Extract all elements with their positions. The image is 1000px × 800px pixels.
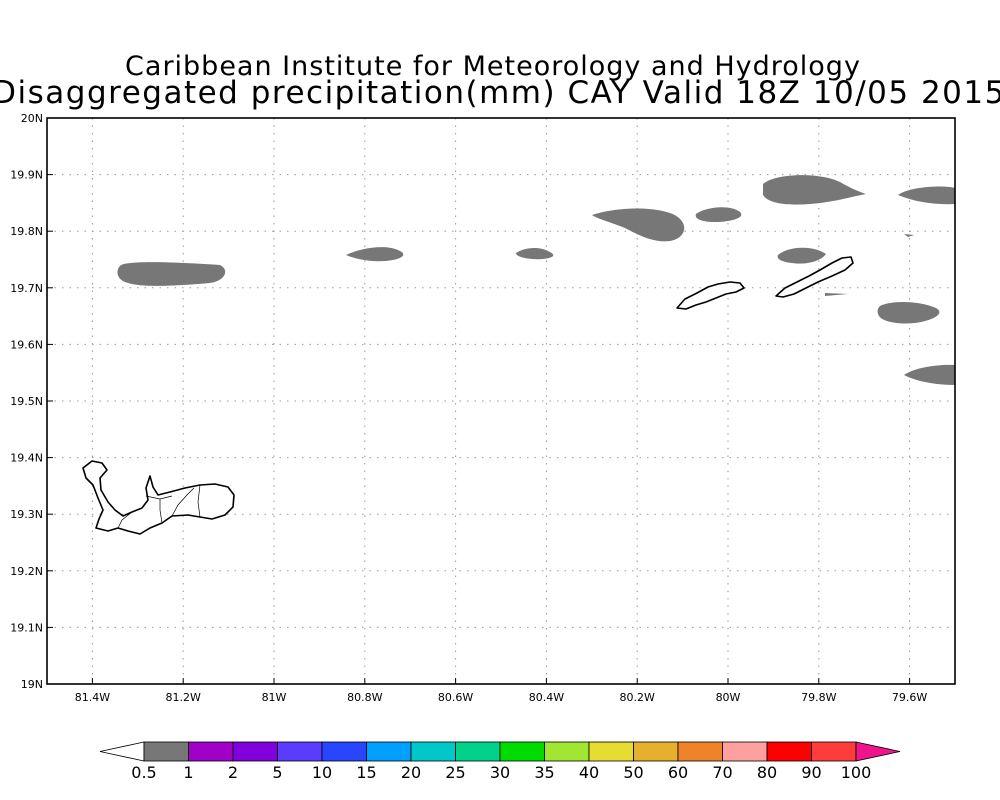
- precip-patch: [777, 247, 826, 264]
- grand-cayman-district-line: [117, 484, 201, 529]
- x-tick-label: 79.8W: [801, 691, 836, 704]
- x-tick-label: 80.4W: [529, 691, 564, 704]
- colorbar-high-tip: [855, 741, 901, 762]
- precip-patch: [904, 364, 955, 385]
- colorbar-label: 0.5: [131, 763, 156, 782]
- y-tick-label: 19.7N: [10, 282, 43, 295]
- colorbar-label: 2: [228, 763, 238, 782]
- x-tick-label: 81W: [262, 691, 287, 704]
- precip-patch: [695, 207, 742, 222]
- colorbar-box: [366, 741, 412, 762]
- colorbar-label: 35: [534, 763, 554, 782]
- precip-patch: [825, 293, 848, 296]
- colorbar-box: [410, 741, 456, 762]
- colorbar-box: [277, 741, 323, 762]
- x-tick-label: 81.4W: [75, 691, 110, 704]
- y-tick-label: 19.9N: [10, 169, 43, 182]
- precip-patch: [898, 186, 955, 205]
- colorbar-box: [232, 741, 278, 762]
- colorbar-label: 80: [757, 763, 777, 782]
- colorbar-box: [722, 741, 768, 762]
- colorbar-box: [811, 741, 857, 762]
- precip-patch: [904, 234, 914, 237]
- cayman-brac-island: [775, 256, 854, 298]
- y-tick-label: 20N: [21, 112, 43, 125]
- y-tick-label: 19.2N: [10, 565, 43, 578]
- colorbar-label: 20: [401, 763, 421, 782]
- colorbar-label: 50: [623, 763, 643, 782]
- colorbar-label: 25: [445, 763, 465, 782]
- precip-patch: [346, 247, 404, 262]
- x-tick-label: 80.6W: [438, 691, 473, 704]
- colorbar-label: 90: [801, 763, 821, 782]
- colorbar-box: [677, 741, 723, 762]
- y-tick-label: 19.8N: [10, 225, 43, 238]
- longitude-tick-labels: 81.4W 81.2W 81W 80.8W 80.6W 80.4W 80.2W 80W 79.8…: [75, 691, 928, 704]
- grand-cayman-island: [82, 460, 235, 535]
- map-frame: [46, 117, 956, 685]
- colorbar-label: 15: [356, 763, 376, 782]
- precip-patch: [117, 262, 226, 286]
- precip-patch: [877, 302, 940, 324]
- colorbar-box: [588, 741, 634, 762]
- little-cayman-island: [676, 281, 745, 310]
- colorbar-box: [633, 741, 679, 762]
- y-tick-label: 19N: [21, 678, 43, 691]
- precip-patch: [592, 208, 685, 242]
- colorbar-box: [188, 741, 234, 762]
- y-tick-label: 19.3N: [10, 508, 43, 521]
- cayman-islands-coastlines: [82, 256, 854, 535]
- colorbar-box: [499, 741, 545, 762]
- colorbar-label: 30: [490, 763, 510, 782]
- colorbar-box: [455, 741, 501, 762]
- colorbar-box: [143, 741, 189, 762]
- y-tick-label: 19.1N: [10, 621, 43, 634]
- colorbar-label: 1: [183, 763, 193, 782]
- y-tick-label: 19.6N: [10, 338, 43, 351]
- precip-patch: [763, 175, 866, 205]
- latitude-tick-labels: 19N 19.1N 19.2N 19.3N 19.4N 19.5N 19.6N 19.7N 19…: [10, 112, 43, 691]
- colorbar-label: 40: [579, 763, 599, 782]
- colorbar-low-tip: [99, 741, 145, 762]
- y-tick-label: 19.4N: [10, 452, 43, 465]
- colorbar-box: [321, 741, 367, 762]
- colorbar-label: 5: [272, 763, 282, 782]
- colorbar-box: [766, 741, 812, 762]
- x-tick-label: 79.6W: [892, 691, 927, 704]
- x-tick-label: 81.2W: [166, 691, 201, 704]
- colorbar: [99, 741, 901, 762]
- x-tick-label: 80.8W: [347, 691, 382, 704]
- colorbar-label: 70: [712, 763, 732, 782]
- title-line-1: Caribbean Institute for Meteorology and …: [125, 51, 861, 82]
- colorbar-labels: 0.5 1 2 5 10 15 20 25 30 35 40 50 60 70 80 90 100: [131, 763, 871, 782]
- colorbar-label: 10: [312, 763, 332, 782]
- title-line-2: Disaggregated precipitation(mm) CAY Vali…: [0, 75, 1000, 111]
- precipitation-areas: [117, 175, 955, 385]
- x-tick-label: 80W: [716, 691, 741, 704]
- colorbar-label: 60: [668, 763, 688, 782]
- x-tick-label: 80.2W: [620, 691, 655, 704]
- colorbar-label: 100: [841, 763, 872, 782]
- colorbar-box: [544, 741, 590, 762]
- y-tick-label: 19.5N: [10, 395, 43, 408]
- precip-patch: [516, 247, 554, 260]
